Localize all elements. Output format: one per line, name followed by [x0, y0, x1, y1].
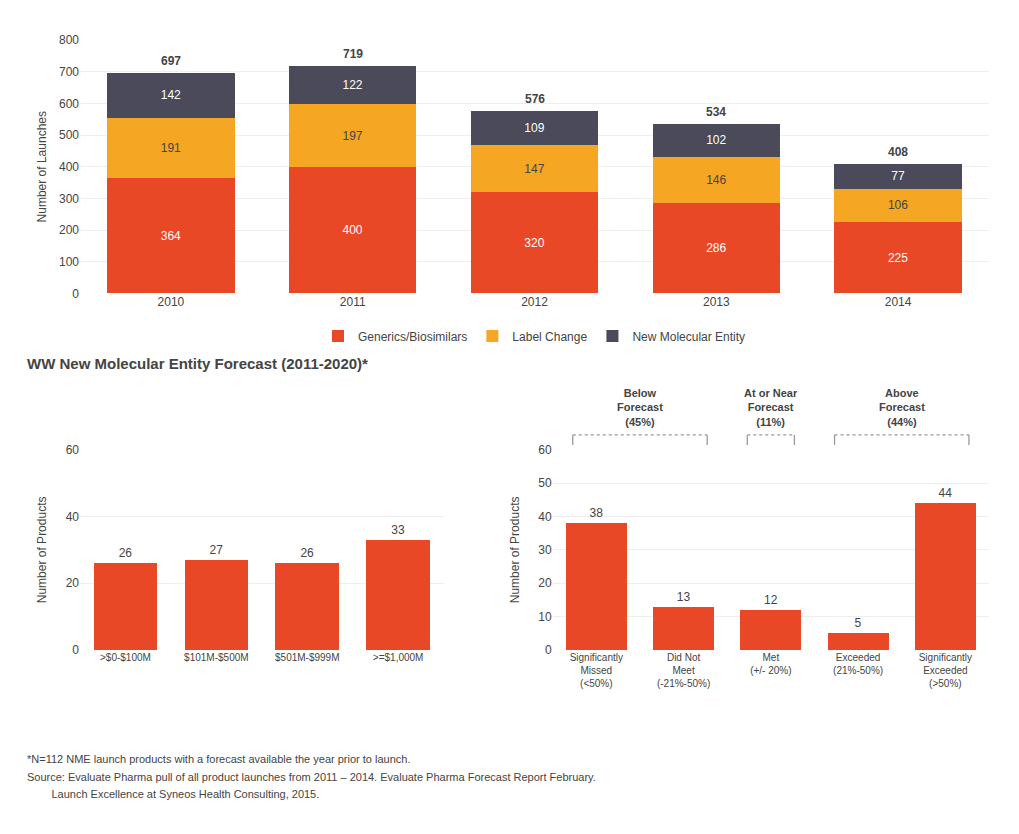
svg-text:At or NearForecast(11%): At or NearForecast(11%) [744, 387, 798, 428]
svg-text:SignificantlyMissed(<50%): SignificantlyMissed(<50%) [570, 652, 623, 689]
svg-text:40: 40 [538, 510, 552, 524]
svg-text:147: 147 [524, 162, 544, 176]
svg-text:Met(+/- 20%): Met(+/- 20%) [750, 652, 791, 676]
svg-text:106: 106 [888, 198, 908, 212]
svg-text:20: 20 [66, 576, 80, 590]
svg-text:600: 600 [59, 97, 79, 111]
svg-text:2010: 2010 [158, 295, 185, 309]
svg-text:2013: 2013 [703, 295, 730, 309]
svg-text:Number of Products: Number of Products [35, 497, 49, 604]
svg-text:408: 408 [888, 145, 908, 159]
svg-text:122: 122 [343, 78, 363, 92]
svg-text:33: 33 [391, 523, 405, 537]
svg-text:400: 400 [343, 223, 363, 237]
svg-text:BelowForecast(45%): BelowForecast(45%) [617, 387, 663, 428]
svg-text:50: 50 [538, 476, 552, 490]
svg-text:697: 697 [161, 54, 181, 68]
svg-text:44: 44 [939, 486, 953, 500]
svg-text:60: 60 [66, 443, 80, 457]
svg-text:700: 700 [59, 65, 79, 79]
svg-text:20: 20 [538, 576, 552, 590]
svg-text:320: 320 [524, 236, 544, 250]
svg-text:200: 200 [59, 223, 79, 237]
svg-text:>$0-$100M: >$0-$100M [100, 652, 151, 663]
svg-text:576: 576 [525, 92, 545, 106]
svg-text:300: 300 [59, 192, 79, 206]
svg-text:26: 26 [300, 546, 314, 560]
svg-text:146: 146 [706, 173, 726, 187]
svg-text:2014: 2014 [885, 295, 912, 309]
svg-text:40: 40 [66, 510, 80, 524]
svg-text:0: 0 [72, 643, 79, 657]
svg-text:400: 400 [59, 160, 79, 174]
svg-text:27: 27 [210, 543, 224, 557]
svg-text:102: 102 [706, 133, 726, 147]
svg-text:0: 0 [72, 287, 79, 301]
svg-text:13: 13 [677, 590, 691, 604]
svg-text:197: 197 [343, 129, 363, 143]
svg-text:$501M-$999M: $501M-$999M [275, 652, 339, 663]
svg-text:*N=112 NME launch products wit: *N=112 NME launch products with a foreca… [27, 753, 410, 765]
svg-text:0: 0 [545, 643, 552, 657]
svg-text:Generics/Biosimilars: Generics/Biosimilars [358, 330, 467, 344]
svg-text:191: 191 [161, 141, 181, 155]
svg-text:Label Change: Label Change [512, 330, 587, 344]
svg-text:364: 364 [161, 229, 181, 243]
svg-text:New Molecular Entity: New Molecular Entity [632, 330, 745, 344]
svg-text:109: 109 [524, 121, 544, 135]
svg-text:2011: 2011 [340, 295, 366, 309]
svg-text:142: 142 [161, 88, 181, 102]
svg-text:Source: Evaluate Pharma pull o: Source: Evaluate Pharma pull of all prod… [27, 771, 596, 783]
svg-text:Number of Launches: Number of Launches [35, 111, 49, 222]
svg-text:38: 38 [589, 506, 603, 520]
svg-text:10: 10 [538, 610, 552, 624]
svg-text:$101M-$500M: $101M-$500M [184, 652, 248, 663]
svg-text:286: 286 [706, 241, 726, 255]
svg-text:5: 5 [855, 616, 862, 630]
svg-text:800: 800 [59, 33, 79, 47]
svg-text:500: 500 [59, 128, 79, 142]
svg-text:Exceeded(21%-50%): Exceeded(21%-50%) [833, 652, 883, 676]
svg-text:60: 60 [538, 443, 552, 457]
svg-text:534: 534 [706, 105, 726, 119]
svg-text:100: 100 [59, 255, 79, 269]
svg-text:AboveForecast(44%): AboveForecast(44%) [879, 387, 925, 428]
svg-text:Did NotMeet(-21%-50%): Did NotMeet(-21%-50%) [657, 652, 710, 689]
svg-text:SignificantlyExceeded(>50%): SignificantlyExceeded(>50%) [919, 652, 972, 689]
svg-text:77: 77 [891, 169, 905, 183]
svg-text:2012: 2012 [521, 295, 548, 309]
svg-text:12: 12 [764, 593, 778, 607]
svg-text:WW New Molecular Entity Foreca: WW New Molecular Entity Forecast (2011-2… [27, 355, 368, 372]
svg-text:Number of Products: Number of Products [508, 497, 522, 604]
svg-text:30: 30 [538, 543, 552, 557]
svg-text:225: 225 [888, 251, 908, 265]
svg-text:26: 26 [119, 546, 133, 560]
svg-text:719: 719 [343, 47, 363, 61]
svg-text:>=$1,000M: >=$1,000M [373, 652, 424, 663]
svg-text:Launch Excellence at Syneos He: Launch Excellence at Syneos Health Consu… [27, 788, 319, 800]
